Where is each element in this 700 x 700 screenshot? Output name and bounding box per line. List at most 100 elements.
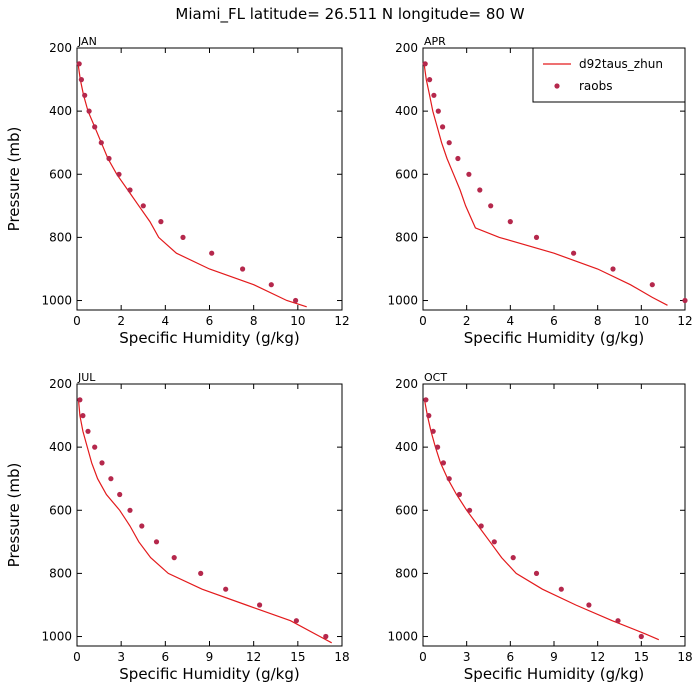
raobs-point xyxy=(488,203,494,209)
x-tick-label: 3 xyxy=(117,650,125,664)
raobs-point xyxy=(510,555,516,561)
y-tick-label: 800 xyxy=(49,230,72,244)
raobs-point xyxy=(533,234,540,240)
y-tick-label: 600 xyxy=(49,167,72,181)
y-axis-label: Pressure (mb) xyxy=(5,463,23,568)
raobs-point xyxy=(586,602,592,608)
x-tick-label: 18 xyxy=(677,650,692,664)
legend-label-obs: raobs xyxy=(579,79,613,93)
raobs-point xyxy=(171,555,177,561)
raobs-point xyxy=(466,171,472,177)
y-tick-label: 1000 xyxy=(41,630,72,644)
x-tick-label: 9 xyxy=(550,650,558,664)
raobs-point xyxy=(455,155,461,162)
panel-title: APR xyxy=(424,35,446,48)
panel-oct: OCT 0 3 6 9 12 15 18 200 400 600 800 1000 Specific Hu… xyxy=(387,371,692,683)
model-series-line xyxy=(77,399,332,644)
raobs-point xyxy=(127,187,133,193)
raobs-point xyxy=(477,187,483,193)
y-tick-label: 400 xyxy=(49,104,72,118)
x-tick-label: 3 xyxy=(463,650,471,664)
y-tick-label: 1000 xyxy=(41,294,72,308)
raobs-point xyxy=(106,155,112,162)
x-tick-label: 6 xyxy=(162,650,170,664)
raobs-point xyxy=(431,92,437,98)
raobs-point xyxy=(108,476,114,482)
raobs-point xyxy=(467,507,473,513)
x-tick-label: 6 xyxy=(507,650,515,664)
x-tick-label: 12 xyxy=(246,650,261,664)
raobs-point xyxy=(491,539,497,545)
panel-title: JAN xyxy=(77,35,97,48)
raobs-point xyxy=(99,460,105,466)
raobs-point xyxy=(127,507,133,513)
raobs-point xyxy=(76,61,82,67)
y-tick-label: 1000 xyxy=(387,294,418,308)
y-tick-label: 800 xyxy=(395,566,418,580)
raobs-point xyxy=(423,397,429,403)
y-tick-label: 200 xyxy=(395,377,418,391)
x-tick-label: 8 xyxy=(594,314,602,328)
x-tick-label: 18 xyxy=(334,650,349,664)
raobs-point xyxy=(615,618,621,624)
raobs-point xyxy=(240,266,246,272)
raobs-point xyxy=(610,266,616,272)
y-tick-label: 400 xyxy=(395,104,418,118)
x-tick-label: 2 xyxy=(117,314,125,328)
raobs-point xyxy=(85,428,91,434)
raobs-point xyxy=(80,413,86,419)
x-tick-label: 0 xyxy=(73,314,81,328)
y-tick-label: 200 xyxy=(49,41,72,55)
raobs-point xyxy=(638,633,644,640)
raobs-point xyxy=(571,250,577,256)
raobs-point xyxy=(323,633,329,640)
raobs-point xyxy=(82,92,88,98)
x-tick-label: 4 xyxy=(162,314,170,328)
panel-jan: JAN 0 2 4 6 8 10 12 200 400 600 800 1000 Specific Hum… xyxy=(5,35,350,347)
x-axis-label: Specific Humidity (g/kg) xyxy=(464,329,644,347)
y-tick-label: 600 xyxy=(395,503,418,517)
legend-marker-swatch xyxy=(554,83,560,89)
figure-title: Miami_FL latitude= 26.511 N longitude= 8… xyxy=(175,5,524,24)
raobs-point xyxy=(180,234,186,240)
raobs-point xyxy=(117,491,123,498)
panel-title: JUL xyxy=(77,371,96,384)
x-tick-label: 12 xyxy=(590,650,605,664)
panel-title: OCT xyxy=(424,371,447,384)
x-axis-label: Specific Humidity (g/kg) xyxy=(119,665,299,683)
raobs-point xyxy=(153,539,160,545)
raobs-point xyxy=(86,108,92,114)
raobs-point xyxy=(257,602,263,608)
panel-jul: JUL 0 3 6 9 12 15 18 200 400 600 800 1000 Specific Hu… xyxy=(5,371,350,683)
raobs-point xyxy=(198,570,204,577)
raobs-point xyxy=(223,586,229,592)
x-axis-label: Specific Humidity (g/kg) xyxy=(464,665,644,683)
x-tick-label: 4 xyxy=(507,314,515,328)
y-tick-label: 600 xyxy=(395,167,418,181)
x-tick-label: 9 xyxy=(206,650,214,664)
raobs-point xyxy=(435,444,441,450)
raobs-point xyxy=(507,219,513,225)
x-tick-label: 0 xyxy=(419,650,427,664)
y-tick-label: 1000 xyxy=(387,630,418,644)
x-tick-label: 0 xyxy=(419,314,427,328)
raobs-point xyxy=(92,124,98,130)
raobs-point xyxy=(77,397,83,403)
raobs-point xyxy=(478,523,484,529)
x-tick-label: 10 xyxy=(634,314,649,328)
raobs-point xyxy=(558,586,564,592)
model-series-line xyxy=(423,63,668,306)
x-tick-label: 10 xyxy=(290,314,305,328)
raobs-point xyxy=(446,140,452,146)
raobs-point xyxy=(440,460,446,466)
model-series-line xyxy=(423,399,660,641)
x-axis-label: Specific Humidity (g/kg) xyxy=(119,329,299,347)
legend-label-model: d92taus_zhun xyxy=(579,57,663,71)
raobs-point xyxy=(98,140,104,146)
raobs-point xyxy=(533,570,540,577)
x-tick-label: 15 xyxy=(634,650,649,664)
x-tick-label: 12 xyxy=(334,314,349,328)
y-tick-label: 400 xyxy=(395,440,418,454)
